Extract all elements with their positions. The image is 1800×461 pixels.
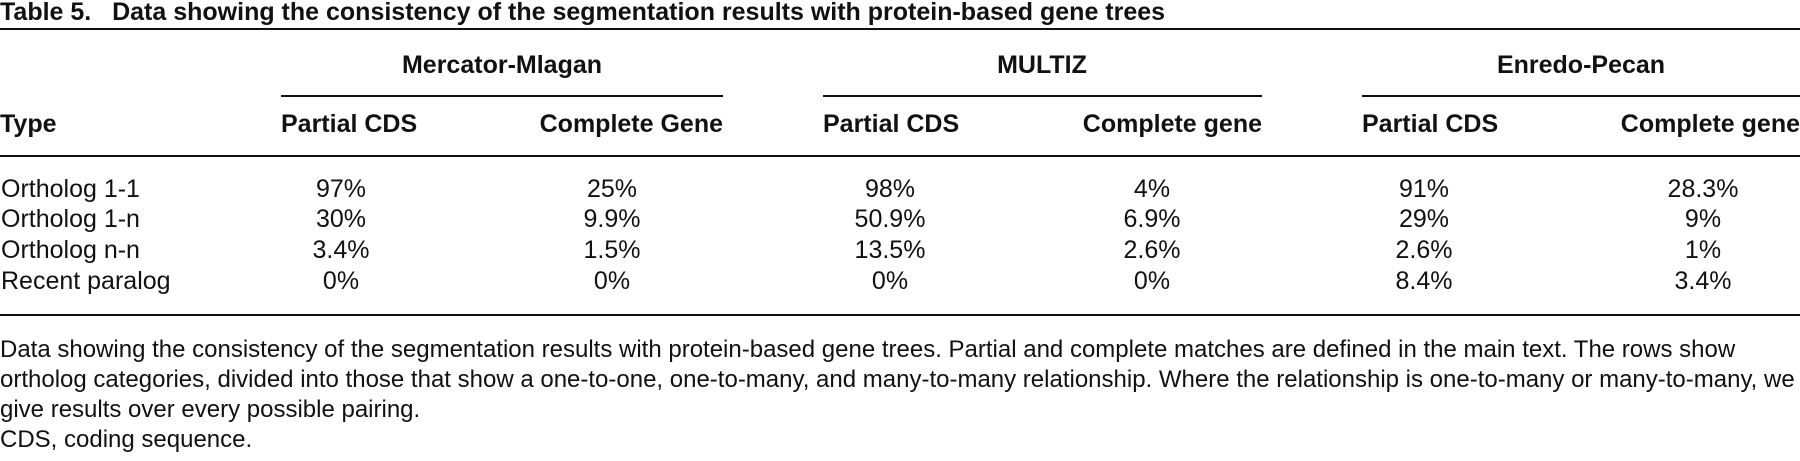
cell-value: 97% [315, 175, 367, 203]
group-header: Enredo-Pecan [1496, 51, 1666, 79]
cell-value: 9% [1684, 205, 1722, 233]
cell-value: 3.4% [312, 236, 370, 264]
bottom-rule [0, 314, 1800, 316]
column-header: Complete gene [1082, 110, 1262, 138]
cell-value: 1.5% [583, 236, 641, 264]
table-title: Table 5. Data showing the consistency of… [0, 0, 1165, 27]
row-label: Recent paralog [1, 267, 171, 295]
cell-value: 50.9% [854, 205, 926, 233]
group-header: MULTIZ [997, 51, 1087, 79]
cell-value: 2.6% [1123, 236, 1181, 264]
row-label: Ortholog 1-n [1, 205, 140, 233]
row-label: Ortholog n-n [1, 236, 140, 264]
group-rule [823, 95, 1262, 97]
cell-value: 8.4% [1395, 267, 1453, 295]
cell-value: 9.9% [583, 205, 641, 233]
cell-value: 0% [1133, 267, 1171, 295]
cell-value: 29% [1398, 205, 1450, 233]
cell-value: 0% [593, 267, 631, 295]
cell-value: 1% [1684, 236, 1722, 264]
cell-value: 4% [1133, 175, 1171, 203]
top-rule [0, 28, 1800, 30]
column-header: Partial CDS [281, 110, 418, 138]
header-rule [0, 155, 1800, 157]
cell-value: 91% [1398, 175, 1450, 203]
row-label: Ortholog 1-1 [1, 175, 140, 203]
footnote-text: Data showing the consistency of the segm… [0, 336, 1795, 423]
group-rule [1362, 95, 1800, 97]
cell-value: 30% [315, 205, 367, 233]
cell-value: 6.9% [1123, 205, 1181, 233]
cell-value: 25% [586, 175, 638, 203]
table-label: Table 5. [0, 0, 92, 26]
cell-value: 0% [871, 267, 909, 295]
column-header: Partial CDS [1362, 110, 1499, 138]
column-header: Partial CDS [823, 110, 960, 138]
cell-value: 28.3% [1667, 175, 1739, 203]
footnote: Data showing the consistency of the segm… [0, 335, 1800, 455]
title-text: Data showing the consistency of the segm… [112, 0, 1166, 26]
cell-value: 2.6% [1395, 236, 1453, 264]
footnote-abbreviation: CDS, coding sequence. [0, 426, 253, 453]
cell-value: 98% [864, 175, 916, 203]
cell-value: 0% [322, 267, 360, 295]
column-header: Complete gene [1620, 110, 1800, 138]
group-header: Mercator-Mlagan [401, 51, 603, 79]
cell-value: 3.4% [1674, 267, 1732, 295]
column-header: Type [0, 110, 57, 138]
column-header: Complete Gene [539, 110, 723, 138]
group-rule [281, 95, 723, 97]
cell-value: 13.5% [854, 236, 926, 264]
